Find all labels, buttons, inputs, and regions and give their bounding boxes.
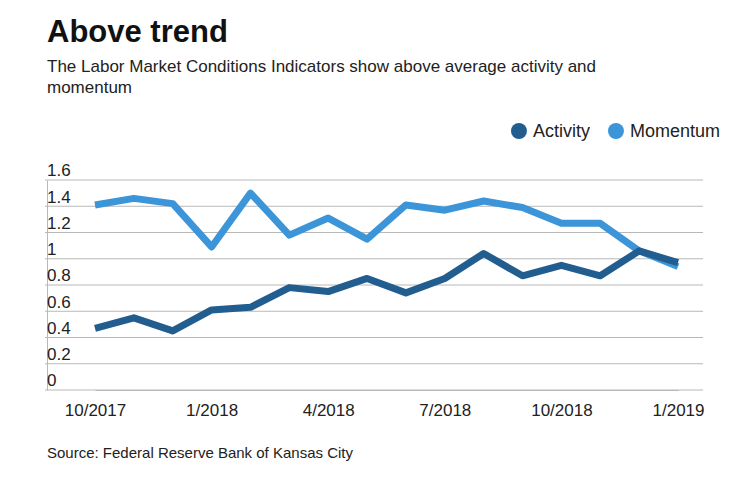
x-tick: 1/2018 <box>186 390 238 420</box>
legend-label: Activity <box>533 121 590 141</box>
y-tick-label: 0.8 <box>47 266 71 285</box>
x-axis-line <box>96 390 679 391</box>
x-tick: 1/2019 <box>653 390 705 420</box>
grid-line <box>45 180 703 181</box>
x-tick: 10/2018 <box>531 390 592 420</box>
y-tick-label: 0.6 <box>47 293 71 312</box>
grid-line <box>45 206 703 207</box>
lines <box>95 193 678 331</box>
y-tick-label: 0.4 <box>47 319 71 338</box>
y-axis: 0 0.2 0.4 0.6 0.8 1 1.2 1.4 1.6 <box>47 161 71 390</box>
x-tick-label: 1/2018 <box>186 401 238 420</box>
grid-line <box>45 390 703 391</box>
subtitle: The Labor Market Conditions Indicators s… <box>47 57 596 97</box>
legend-label: Momentum <box>630 121 720 141</box>
series-line <box>95 193 678 267</box>
x-tick: 4/2018 <box>303 390 355 420</box>
y-tick-label: 0.2 <box>47 345 71 364</box>
grid-line <box>45 258 703 259</box>
x-tick-label: 4/2018 <box>303 401 355 420</box>
y-tick: 0 <box>47 371 56 390</box>
y-tick-label: 1.6 <box>47 161 71 180</box>
source: Source: Federal Reserve Bank of Kansas C… <box>47 444 353 461</box>
x-tick: 7/2018 <box>419 390 471 420</box>
title: Above trend <box>47 14 228 49</box>
grid-line <box>45 363 703 364</box>
y-tick: 1 <box>47 240 56 259</box>
x-tick: 10/2017 <box>65 390 126 420</box>
y-tick-label: 1.2 <box>47 214 71 233</box>
legend-marker <box>608 123 624 139</box>
y-tick: 1.2 <box>47 214 71 233</box>
y-tick: 0.4 <box>47 319 71 338</box>
y-tick-label: 1 <box>47 240 56 259</box>
y-tick-label: 0 <box>47 371 56 390</box>
y-tick: 0.8 <box>47 266 71 285</box>
y-tick: 0.2 <box>47 345 71 364</box>
series-line <box>95 251 678 331</box>
legend: Momentum Activity <box>511 121 720 141</box>
x-tick-label: 10/2018 <box>531 401 592 420</box>
grid <box>45 180 703 390</box>
grid-line <box>45 337 703 338</box>
x-tick-label: 1/2019 <box>653 401 705 420</box>
chart: Above trend The Labor Market Conditions I… <box>0 0 740 482</box>
x-axis: 10/2017 1/2018 4/2018 7/2018 10/2018 1/2019 <box>65 390 705 420</box>
x-tick-label: 10/2017 <box>65 401 126 420</box>
grid-line <box>45 311 703 312</box>
y-tick: 1.4 <box>47 188 71 207</box>
y-tick-label: 1.4 <box>47 188 71 207</box>
plot: 0 0.2 0.4 0.6 0.8 1 1.2 1.4 1.6 10/2017 1/2018 4/20… <box>45 161 705 420</box>
x-tick-label: 7/2018 <box>419 401 471 420</box>
y-tick: 1.6 <box>47 161 71 180</box>
y-tick: 0.6 <box>47 293 71 312</box>
legend-marker <box>511 123 527 139</box>
